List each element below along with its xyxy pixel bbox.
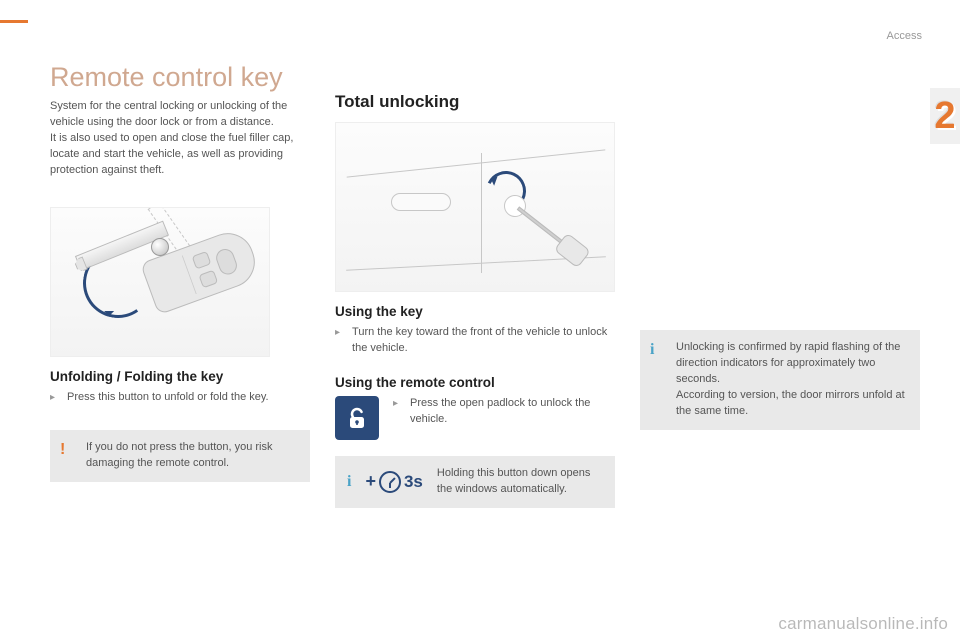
header-section: Access	[887, 30, 922, 42]
car-beltline	[347, 149, 606, 177]
hold-info-text: Holding this button down opens the windo…	[437, 466, 603, 498]
info-text: Unlocking is confirmed by rapid flashing…	[676, 341, 905, 417]
accent-bar	[0, 20, 28, 23]
door-seam	[481, 153, 482, 273]
bullet-icon: ▸	[393, 396, 398, 428]
clock-icon	[379, 471, 401, 493]
hold-info-callout: i + +3s 3s Holding this button down open…	[335, 456, 615, 508]
column-confirmation: i Unlocking is confirmed by rapid flashi…	[640, 330, 920, 430]
intro-text: System for the central locking or unlock…	[50, 99, 310, 179]
bullet-icon: ▸	[50, 390, 55, 406]
page-title: Remote control key	[50, 62, 310, 93]
fob-button	[214, 246, 240, 277]
warning-callout: ! If you do not press the button, you ri…	[50, 430, 310, 482]
door-handle	[391, 193, 451, 211]
info-callout: i Unlocking is confirmed by rapid flashi…	[640, 330, 920, 430]
fob-button	[192, 251, 212, 270]
chapter-number: 2	[934, 95, 955, 138]
warning-text: If you do not press the button, you risk…	[86, 441, 273, 469]
illustration-door-unlock	[335, 122, 615, 292]
watermark: carmanualsonline.info	[778, 614, 948, 634]
column-remote-key: Remote control key System for the centra…	[50, 62, 310, 482]
hold-duration-text: 3s	[404, 472, 423, 492]
chapter-tab: 2	[930, 88, 960, 144]
info-icon: i	[347, 473, 351, 491]
subheading-using-key: Using the key	[335, 304, 615, 319]
key-inserted	[515, 204, 592, 267]
instruction-row: ▸ Turn the key toward the front of the v…	[335, 325, 615, 357]
instruction-text: Press the open padlock to unlock the veh…	[410, 396, 615, 428]
subheading-fold: Unfolding / Folding the key	[50, 369, 310, 384]
unlock-padlock-icon	[335, 396, 379, 440]
illustration-key-fob	[50, 207, 270, 357]
plus-sign: +	[365, 471, 376, 492]
bullet-icon: ▸	[335, 325, 340, 357]
warning-icon: !	[60, 438, 65, 461]
section-title-unlocking: Total unlocking	[335, 92, 615, 112]
subheading-using-remote: Using the remote control	[335, 375, 615, 390]
hold-3s-badge: + +3s 3s	[365, 471, 422, 493]
instruction-text: Press this button to unfold or fold the …	[67, 390, 269, 406]
instruction-row: ▸ Press this button to unfold or fold th…	[50, 390, 310, 406]
instruction-text: Turn the key toward the front of the veh…	[352, 325, 615, 357]
fold-pivot-button	[151, 238, 169, 256]
key-shaft	[517, 206, 563, 243]
fob-button	[198, 269, 218, 288]
instruction-row: ▸ Press the open padlock to unlock the v…	[393, 396, 615, 428]
remote-instruction-row: ▸ Press the open padlock to unlock the v…	[335, 396, 615, 440]
info-icon: i	[650, 338, 654, 361]
column-unlocking: Total unlocking Using the key ▸ Turn the…	[335, 92, 615, 508]
